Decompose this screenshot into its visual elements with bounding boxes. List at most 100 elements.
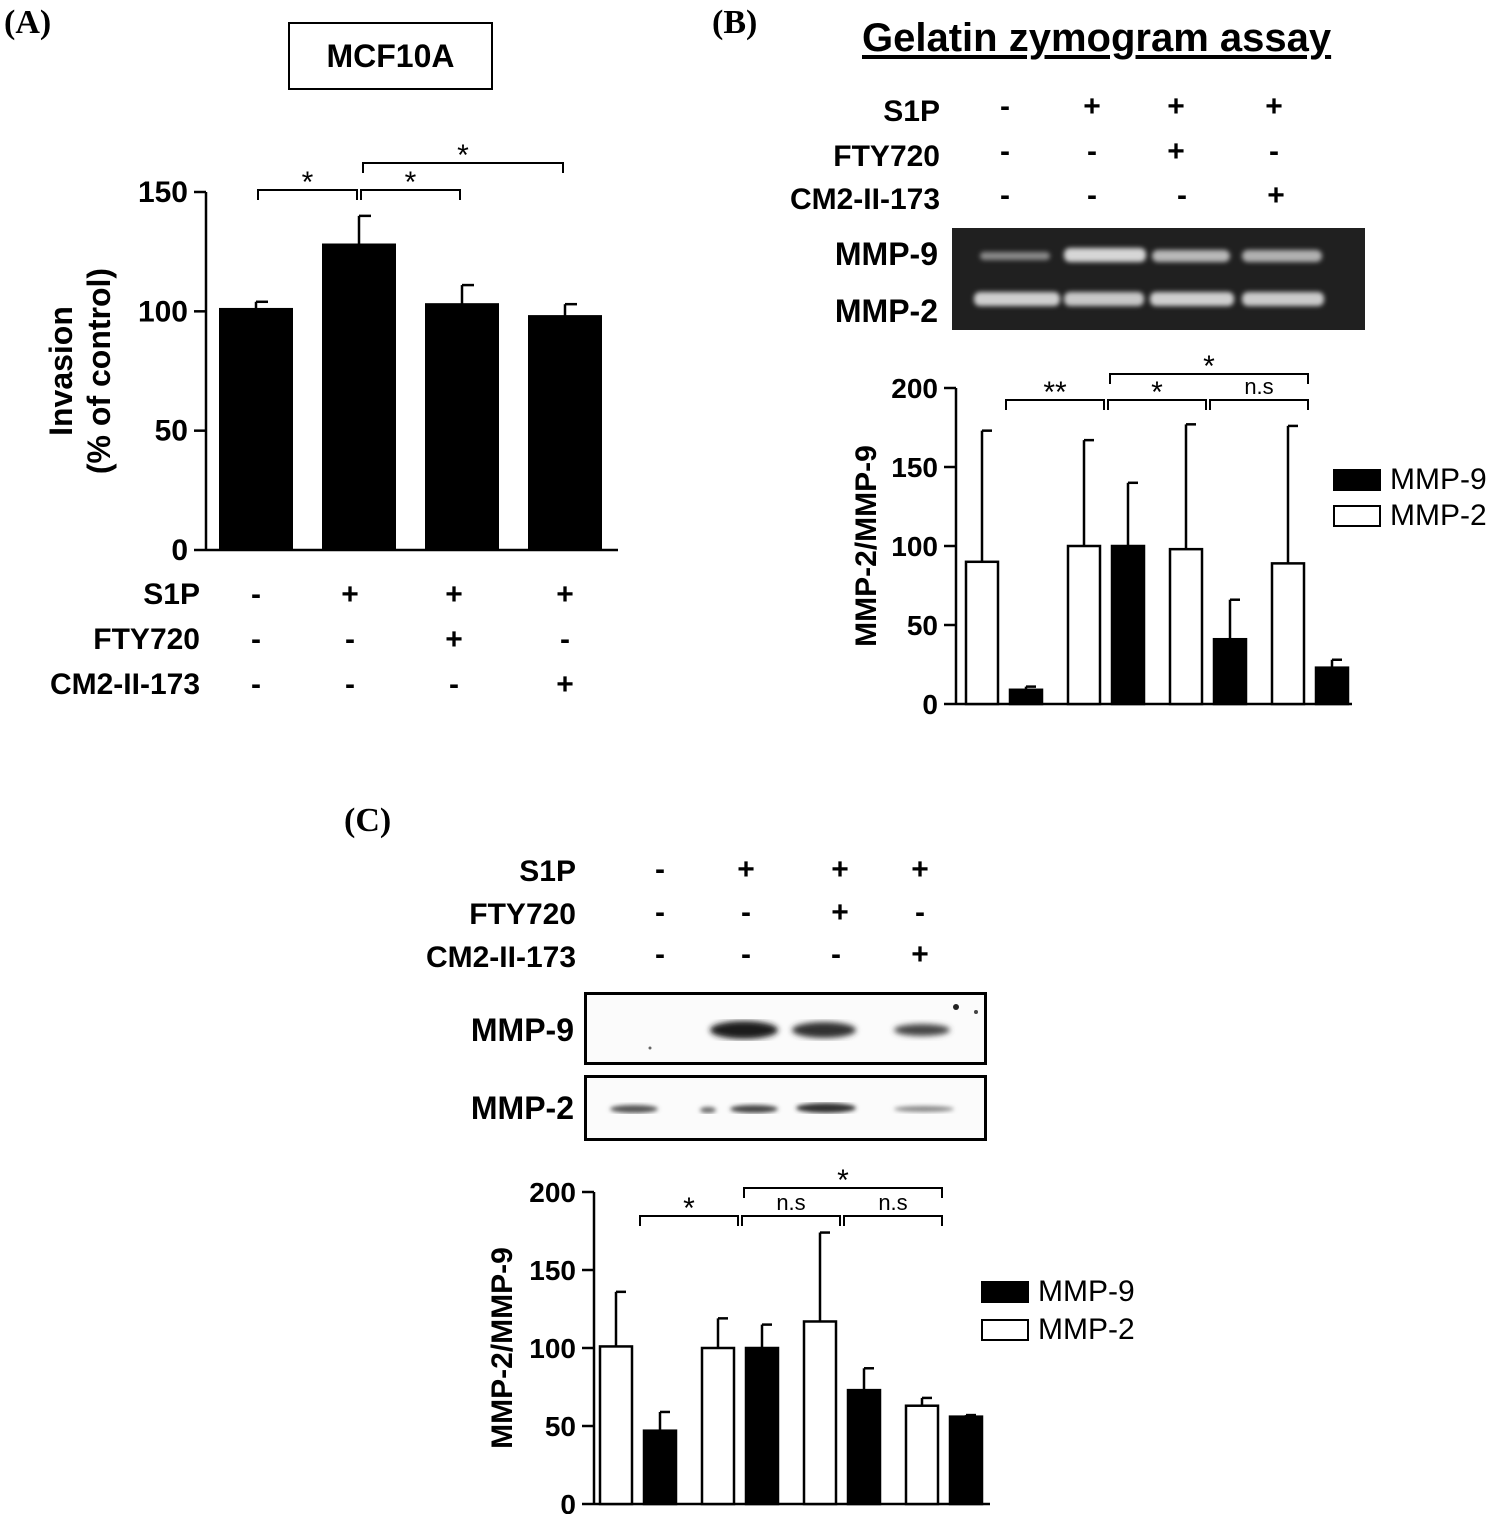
y-tick-label: 50 [155, 415, 188, 448]
sign: - [655, 938, 665, 971]
significance-bracket [743, 1187, 943, 1198]
significance-label: * [1151, 376, 1163, 409]
bar-mmp-9 [948, 1415, 984, 1506]
condition-label-fty720: FTY720 [469, 898, 576, 931]
sign: + [831, 853, 849, 886]
significance-label: n.s [1244, 374, 1273, 399]
sign: + [1083, 90, 1101, 123]
y-axis-label: Invasion [43, 306, 79, 436]
sign: + [1167, 135, 1185, 168]
sign: + [556, 668, 574, 701]
sign: - [655, 896, 665, 929]
cell-line-box: MCF10A [288, 22, 493, 90]
sign: - [1000, 179, 1010, 212]
sign: - [1000, 90, 1010, 123]
y-tick-label: 100 [138, 295, 188, 328]
sign: - [560, 623, 570, 656]
y-tick-label: 200 [529, 1177, 576, 1208]
significance-label: * [683, 1192, 695, 1225]
bar-mmp-9 [1212, 637, 1248, 706]
legend-label-mmp-2: MMP-2 [1038, 1313, 1135, 1346]
sign: - [345, 668, 355, 701]
bar-mmp-2 [904, 1404, 940, 1506]
chart-a: 0 50 100 150 Invasion (% of control) * * * [43, 139, 618, 567]
sign: + [1267, 179, 1285, 212]
sign: - [655, 853, 665, 886]
y-tick-label: 100 [529, 1333, 576, 1364]
significance-label: ** [1043, 376, 1067, 409]
significance-label: n.s [776, 1190, 805, 1215]
significance-label: * [302, 166, 314, 199]
significance-label: * [405, 166, 417, 199]
y-tick-label: 200 [891, 373, 938, 404]
blot-label-mmp2: MMP-2 [834, 293, 938, 329]
condition-label-s1p: S1P [883, 95, 940, 128]
significance-bracket [639, 1215, 739, 1226]
significance-bracket [360, 189, 461, 200]
conditions-c: S1P FTY720 CM2-II-173 - + + + - - + - - … [336, 852, 1136, 982]
sign: + [445, 578, 463, 611]
bar [528, 315, 602, 551]
condition-label-s1p: S1P [519, 855, 576, 888]
sign: + [831, 896, 849, 929]
y-tick-label: 0 [922, 689, 938, 720]
y-tick-label: 150 [138, 176, 188, 209]
significance-bracket [741, 1215, 841, 1226]
sign: + [556, 578, 574, 611]
sign: + [1265, 90, 1283, 123]
significance-bracket [1005, 399, 1105, 410]
legend-swatch-mmp-2 [1333, 505, 1381, 527]
blot-label-mmp9: MMP-9 [470, 1012, 574, 1048]
bar-mmp-2 [1168, 547, 1204, 706]
significance-bracket [362, 162, 564, 173]
conditions-b: S1P FTY720 CM2-II-173 - + + + - - + - - … [700, 92, 1500, 222]
significance-label: * [837, 1164, 849, 1197]
y-axis-label-2: (% of control) [81, 268, 117, 474]
legend-label-mmp-9: MMP-9 [1038, 1275, 1135, 1308]
bar-mmp-9 [846, 1388, 882, 1506]
sign: - [741, 896, 751, 929]
significance-bracket [843, 1215, 943, 1226]
sign: + [1167, 90, 1185, 123]
western-blot-image [584, 992, 987, 1141]
significance-bracket [1109, 373, 1309, 384]
legend-swatch-mmp-9 [1333, 469, 1381, 491]
blot-label-mmp9: MMP-9 [834, 236, 938, 272]
condition-label-cm2: CM2-II-173 [425, 941, 576, 974]
bar [322, 243, 396, 552]
condition-label-fty720: FTY720 [93, 623, 200, 656]
legend-label-mmp-2: MMP-2 [1390, 499, 1487, 532]
sign: + [445, 623, 463, 656]
y-axis-label: MMP-2/MMP-9 [486, 1247, 519, 1449]
significance-bracket [1107, 399, 1207, 410]
sign: - [251, 578, 261, 611]
bar-mmp-2 [1270, 562, 1306, 706]
blot-label-mmp2: MMP-2 [470, 1090, 574, 1126]
sign: - [1087, 179, 1097, 212]
bar-mmp-9 [1314, 666, 1350, 706]
significance-label: * [1203, 350, 1215, 383]
bar [425, 303, 499, 551]
sign: + [737, 853, 755, 886]
sign: - [1087, 135, 1097, 168]
bar-mmp-9 [1008, 688, 1044, 706]
y-tick-label: 50 [545, 1411, 576, 1442]
bar-mmp-2 [700, 1346, 736, 1506]
panel-b-label: (B) [712, 4, 758, 41]
sign: - [1000, 135, 1010, 168]
bar [219, 307, 293, 551]
bar-mmp-2 [964, 560, 1000, 706]
zymogram-title: Gelatin zymogram assay [862, 16, 1332, 60]
bar-mmp-2 [802, 1320, 838, 1506]
y-tick-label: 150 [529, 1255, 576, 1286]
sign: + [341, 578, 359, 611]
zymogram-gel-image [952, 228, 1365, 330]
sign: - [915, 896, 925, 929]
y-tick-label: 0 [171, 534, 188, 567]
significance-bracket [1209, 399, 1309, 410]
chart-c: 0 50 100 150 200 MMP-2/MMP-9 * n.s n.s * MMP-9 MMP-… [486, 1164, 1135, 1514]
legend-swatch-mmp-2 [981, 1319, 1029, 1341]
sign: - [449, 668, 459, 701]
y-tick-label: 0 [560, 1489, 576, 1514]
